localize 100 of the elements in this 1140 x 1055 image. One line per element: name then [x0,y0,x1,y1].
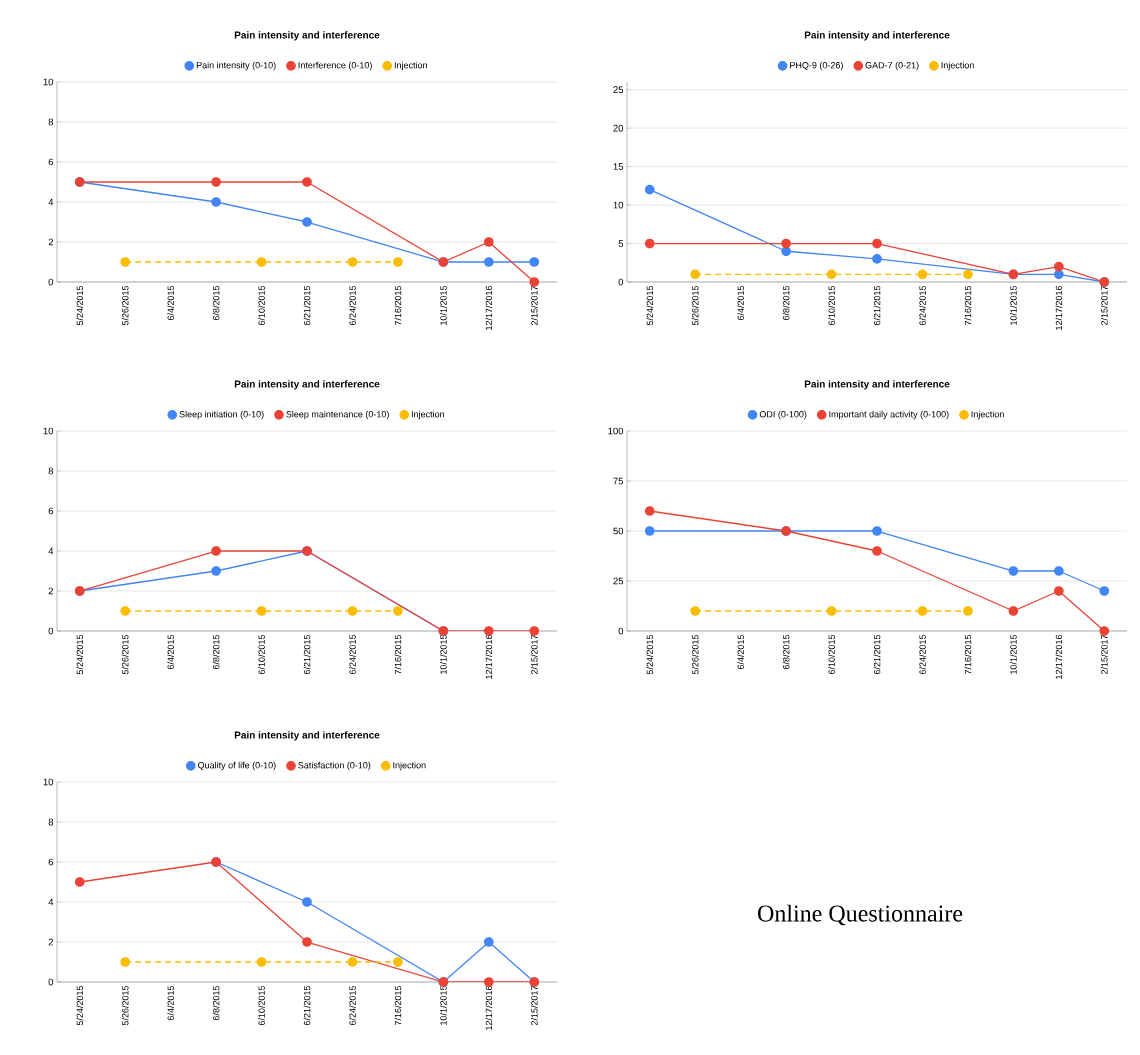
x-tick-label: 2/15/2017 [530,634,538,675]
legend-label: Injection [971,410,1004,420]
x-tick-label: 5/26/2015 [691,285,699,326]
x-tick-label: 6/4/2015 [167,285,174,321]
x-tick-label: 6/24/2015 [919,285,926,326]
x-tick-label: 2/15/2017 [1100,285,1108,326]
x-tick-label: 7/16/2015 [964,634,972,675]
x-tick-label: 6/24/2015 [349,285,356,326]
text: Online Questionnaire [758,904,963,926]
x-tick-label: 10/1/2015 [440,985,447,1025]
x-tick-label: 6/24/2015 [919,634,926,675]
y-tick-label: 4 [48,198,54,206]
x-tick-label: 10/1/2015 [440,285,447,325]
y-tick-label: 10 [43,78,54,86]
x-tick-label: 6/21/2015 [303,285,311,326]
x-tick-label: 6/24/2015 [349,634,356,675]
chart-title: Pain intensity and interference [804,380,950,390]
chart-title: Pain intensity and interference [804,31,950,41]
x-tick-label: 6/24/2015 [349,985,356,1026]
y-tick-label: 0 [48,278,54,286]
y-tick-label: 8 [48,118,54,126]
legend-label: Pain intensity (0-10) [196,61,276,71]
y-tick-label: 10 [43,778,54,786]
x-tick-label: 6/21/2015 [873,285,881,326]
x-tick-label: 5/24/2015 [76,285,84,326]
x-tick-label: 7/16/2015 [394,285,402,326]
y-tick-label: 10 [43,427,54,435]
legend-label: GAD-7 (0-21) [865,61,919,71]
x-tick-label: 6/21/2015 [303,985,311,1026]
x-tick-label: 5/26/2015 [121,634,129,675]
y-tick-label: 75 [613,477,624,485]
x-tick-label: 7/16/2015 [964,285,972,326]
legend-label: ODI (0-100) [759,410,807,420]
x-tick-label: 2/15/2017 [530,986,538,1026]
x-tick-label: 5/26/2015 [121,285,129,326]
x-tick-label: 7/16/2015 [394,985,402,1026]
x-tick-label: 6/4/2015 [737,285,744,321]
x-tick-label: 5/26/2015 [121,985,129,1026]
y-tick-label: 0 [618,627,624,635]
x-tick-label: 10/1/2015 [440,634,447,674]
y-tick-label: 4 [48,547,54,555]
y-tick-label: 25 [613,577,624,585]
x-tick-label: 6/10/2015 [828,634,835,675]
legend-label: Injection [411,410,445,420]
x-tick-label: 7/16/2015 [394,634,402,675]
x-tick-label: 6/8/2015 [212,285,220,321]
x-tick-label: 6/8/2015 [212,985,220,1021]
x-tick-label: 2/15/2017 [1100,634,1108,675]
x-tick-label: 5/24/2015 [646,285,654,326]
y-tick-label: 2 [48,938,54,946]
y-tick-label: 20 [613,124,624,132]
y-tick-label: 2 [48,238,54,246]
x-tick-label: 5/24/2015 [76,985,84,1026]
legend-label: PHQ-9 (0-26) [790,61,843,71]
y-tick-label: 4 [48,898,54,906]
legend-label: Sleep maintenance (0-10) [286,410,389,420]
x-tick-label: 12/17/2016 [485,634,493,679]
y-tick-label: 0 [48,627,54,635]
y-tick-label: 6 [48,507,54,515]
x-tick-label: 10/1/2015 [1010,285,1017,325]
x-tick-label: 5/24/2015 [646,634,654,675]
y-tick-label: 50 [613,527,624,535]
y-tick-label: 6 [48,858,54,866]
legend-label: Interference (0-10) [298,61,372,71]
y-tick-label: 6 [48,158,54,166]
x-tick-label: 6/8/2015 [782,285,790,321]
y-tick-label: 2 [48,587,54,595]
chart-title: Pain intensity and interference [234,31,380,41]
y-tick-label: 8 [48,467,54,475]
x-tick-label: 6/10/2015 [258,634,265,675]
legend-label: Important daily activity (0-100) [829,410,949,420]
y-tick-label: 15 [613,163,624,170]
x-tick-label: 6/10/2015 [258,985,265,1026]
x-tick-label: 10/1/2015 [1010,634,1017,674]
x-tick-label: 12/17/2016 [1055,634,1063,679]
x-tick-label: 6/4/2015 [167,634,174,670]
x-tick-label: 6/10/2015 [828,285,835,326]
legend-label: Injection [394,61,427,71]
x-tick-label: 12/17/2016 [485,985,493,1030]
x-tick-label: 6/10/2015 [258,285,265,326]
x-tick-label: 2/15/2017 [530,285,538,326]
x-tick-label: 5/24/2015 [76,634,84,675]
y-tick-label: 25 [613,86,624,94]
legend-label: Sleep initiation (0-10) [179,410,264,420]
chart-title: Pain intensity and interference [234,731,380,741]
x-tick-label: 6/21/2015 [873,634,881,675]
legend-label: Injection [393,761,426,771]
y-tick-label: 5 [618,240,624,247]
y-tick-label: 0 [618,278,624,286]
chart-title: Pain intensity and interference [234,380,380,390]
x-tick-label: 6/8/2015 [782,634,790,670]
y-tick-label: 10 [613,201,624,209]
x-tick-label: 12/17/2016 [1055,285,1063,330]
legend-label: Quality of life (0-10) [198,761,276,771]
legend-label: Satisfaction (0-10) [298,761,371,771]
legend-label: Injection [941,61,974,71]
y-tick-label: 0 [48,978,54,986]
y-tick-label: 8 [48,818,54,826]
x-tick-label: 6/4/2015 [737,634,744,670]
x-tick-label: 12/17/2016 [485,285,493,330]
